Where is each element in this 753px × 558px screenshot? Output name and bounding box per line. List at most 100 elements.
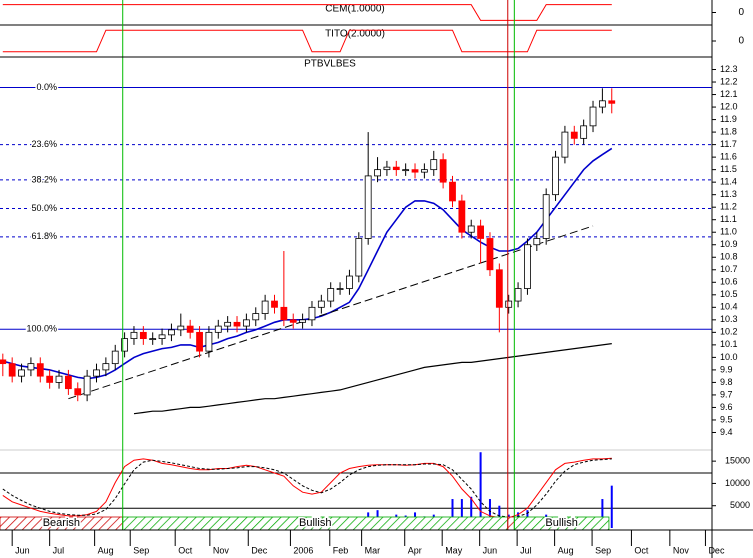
candle-body: [486, 238, 494, 271]
volume-bar: [451, 499, 454, 528]
candle-body: [608, 100, 616, 104]
moving-average: [2, 147, 613, 380]
candle-body: [420, 169, 428, 173]
x-tick-label: Mar: [365, 545, 381, 555]
candle-body: [27, 363, 35, 371]
y-tick-label: 10.2: [720, 327, 738, 337]
y-tick-label: 10000: [725, 478, 750, 488]
region-label: Bullish: [299, 517, 331, 529]
x-tick-label: Dec: [708, 545, 725, 555]
fibonacci-label: 100.0%: [26, 324, 57, 334]
x-tick-label: Sep: [133, 545, 149, 555]
y-tick-label: 10.4: [720, 302, 738, 312]
candle-body: [149, 338, 157, 341]
region-label: Bullish: [545, 517, 577, 529]
candle-body: [477, 225, 485, 239]
x-tick-label: Sep: [595, 545, 611, 555]
candle-body: [533, 238, 541, 246]
candle-body: [580, 125, 588, 139]
candle-body: [299, 319, 307, 323]
y-tick-label: 0: [738, 7, 744, 18]
x-tick-label: Feb: [333, 545, 349, 555]
y-tick-label: 10.8: [720, 252, 738, 262]
candle-body: [36, 363, 44, 377]
y-tick-label: 10.3: [720, 314, 738, 324]
candle-body: [598, 100, 606, 108]
candle-body: [121, 338, 128, 352]
candle-body: [374, 169, 381, 177]
x-tick-label: Oct: [634, 545, 649, 555]
candle-body: [242, 319, 250, 327]
x-tick-label: 2006: [293, 545, 313, 555]
x-tick-label: Jun: [15, 545, 30, 555]
trendline: [68, 225, 594, 400]
candle-body: [346, 275, 353, 289]
y-tick-label: 10.7: [720, 264, 738, 274]
candle-body: [467, 225, 475, 233]
candle-body: [18, 369, 25, 377]
fibonacci-label: 61.8%: [31, 231, 57, 241]
candle-body: [458, 200, 466, 233]
candle-body: [214, 325, 222, 333]
indicator-title: CEM(1.0000): [325, 4, 384, 15]
candle-body: [64, 375, 72, 390]
candle-body: [561, 131, 569, 158]
candle-body: [102, 363, 110, 371]
candle-body: [355, 238, 363, 277]
candle-body: [439, 159, 447, 183]
candle-body: [158, 334, 166, 340]
candle-body: [205, 331, 213, 352]
x-tick-label: Jul: [53, 545, 65, 555]
candle-body: [383, 166, 391, 171]
candle-body: [552, 156, 559, 196]
y-tick-label: 11.8: [720, 126, 737, 136]
candle-body: [168, 329, 175, 336]
y-tick-label: 11.4: [720, 177, 737, 187]
y-tick-label: 9.6: [720, 402, 733, 412]
x-tick-label: Nov: [673, 545, 690, 555]
x-tick-label: Jul: [520, 545, 532, 555]
candle-body: [46, 375, 54, 383]
y-tick-label: 9.8: [720, 377, 733, 387]
candle-body: [336, 288, 344, 290]
y-tick-label: 9.5: [720, 414, 733, 424]
y-tick-label: 10.6: [720, 277, 738, 287]
x-tick-label: Apr: [408, 545, 422, 555]
y-tick-label: 11.7: [720, 139, 737, 149]
fibonacci-label: 0.0%: [36, 82, 57, 92]
candle-body: [495, 269, 503, 308]
candle-body: [364, 175, 372, 239]
y-tick-label: 12.0: [720, 101, 738, 111]
candle-body: [411, 169, 419, 173]
y-tick-label: 10.5: [720, 289, 738, 299]
candle-body: [402, 169, 410, 172]
volume-bar: [470, 496, 473, 528]
y-tick-label: 9.4: [720, 427, 733, 437]
candle-body: [55, 375, 63, 383]
candle-body: [74, 388, 82, 396]
candle-body: [524, 244, 531, 289]
y-tick-label: 12.3: [720, 64, 738, 74]
candle-body: [289, 319, 297, 323]
y-tick-label: 9.7: [720, 389, 733, 399]
y-tick-label: 11.0: [720, 227, 737, 237]
y-tick-label: 11.1: [720, 214, 737, 224]
x-tick-label: Aug: [98, 545, 114, 555]
candle-body: [327, 288, 335, 302]
candle-body: [186, 325, 194, 333]
candle-body: [317, 300, 325, 308]
indicator-line: [2, 4, 612, 21]
y-tick-label: 9.9: [720, 364, 733, 374]
x-tick-label: Jun: [483, 545, 498, 555]
candle-body: [449, 181, 456, 202]
signal-region: [507, 516, 515, 531]
candle-body: [570, 131, 578, 139]
x-tick-label: Dec: [251, 545, 268, 555]
x-tick-label: May: [445, 545, 463, 555]
stochastic-line: [2, 458, 612, 518]
candle-body: [224, 321, 232, 327]
y-tick-label: 12.1: [720, 89, 738, 99]
y-tick-label: 11.3: [720, 189, 737, 199]
y-tick-label: 10.0: [720, 352, 738, 362]
